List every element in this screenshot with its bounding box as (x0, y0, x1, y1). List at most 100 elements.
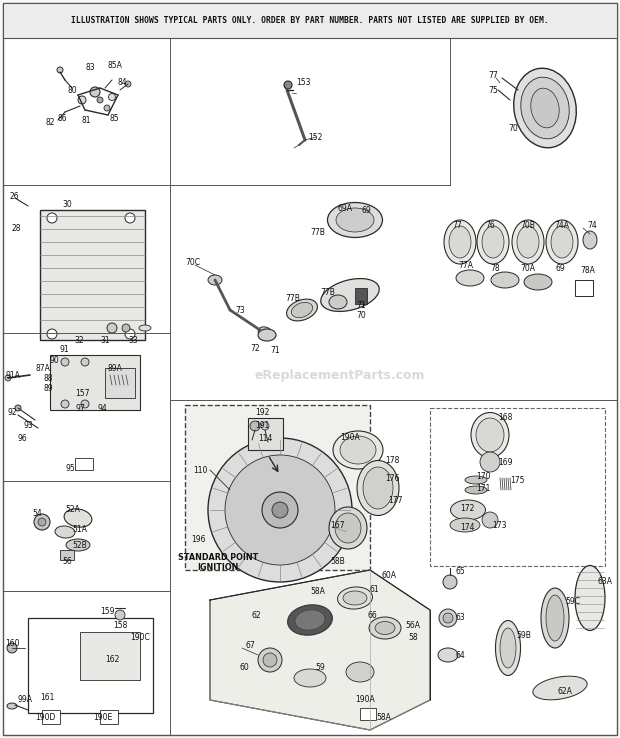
Ellipse shape (139, 325, 151, 331)
Circle shape (125, 213, 135, 223)
Bar (60, 550, 74, 560)
Text: 192: 192 (255, 407, 269, 416)
Text: 83: 83 (86, 63, 95, 72)
Circle shape (208, 438, 352, 582)
Text: 170: 170 (476, 472, 490, 480)
Circle shape (122, 324, 130, 332)
Text: 94: 94 (97, 404, 107, 413)
Text: 60: 60 (240, 663, 250, 672)
Text: 59B: 59B (516, 630, 531, 640)
Bar (575, 280, 593, 296)
Ellipse shape (294, 669, 326, 687)
Text: 190C: 190C (130, 633, 150, 643)
Circle shape (263, 653, 277, 667)
Circle shape (258, 648, 282, 672)
Text: 51A: 51A (72, 525, 87, 534)
Circle shape (38, 518, 46, 526)
Text: 77A: 77A (458, 261, 473, 269)
Ellipse shape (327, 202, 383, 238)
Ellipse shape (456, 270, 484, 286)
Text: 59C: 59C (565, 598, 580, 607)
Text: 31: 31 (100, 336, 110, 345)
Ellipse shape (357, 461, 399, 516)
Circle shape (61, 400, 69, 408)
Text: 70C: 70C (185, 258, 200, 266)
Circle shape (261, 422, 269, 430)
Text: 71: 71 (270, 345, 280, 354)
Bar (185, 405, 370, 570)
Ellipse shape (329, 295, 347, 309)
Text: 169: 169 (498, 458, 513, 466)
Bar (42, 710, 60, 724)
Polygon shape (210, 570, 430, 730)
Circle shape (47, 329, 57, 339)
Text: 26: 26 (9, 191, 19, 201)
Circle shape (7, 643, 17, 653)
Circle shape (81, 400, 89, 408)
Ellipse shape (517, 226, 539, 258)
Ellipse shape (512, 220, 544, 264)
Text: 63: 63 (455, 613, 465, 622)
Text: 63A: 63A (598, 578, 613, 587)
Text: 114: 114 (258, 433, 272, 443)
Text: 190D: 190D (35, 714, 55, 723)
Ellipse shape (471, 413, 509, 458)
Text: 91: 91 (59, 345, 69, 354)
Circle shape (104, 105, 110, 111)
Text: 74: 74 (587, 221, 596, 230)
Text: IGNITION: IGNITION (197, 564, 239, 573)
Ellipse shape (495, 621, 521, 675)
Text: 86: 86 (57, 114, 66, 123)
Ellipse shape (546, 220, 578, 264)
Ellipse shape (336, 208, 374, 232)
Bar (430, 408, 605, 566)
Text: 70: 70 (508, 123, 518, 133)
Bar (3, 3, 617, 38)
Ellipse shape (291, 303, 312, 317)
Text: 90: 90 (50, 356, 60, 365)
Circle shape (115, 610, 125, 620)
Text: 60A: 60A (382, 570, 397, 579)
Ellipse shape (444, 220, 476, 264)
Ellipse shape (258, 327, 272, 337)
Ellipse shape (337, 587, 373, 609)
Text: 69: 69 (556, 263, 565, 272)
Text: 32: 32 (74, 336, 84, 345)
Text: 71: 71 (356, 300, 366, 309)
Text: 158: 158 (113, 621, 127, 630)
Text: 58B: 58B (330, 557, 345, 567)
Text: 89A: 89A (108, 364, 123, 373)
Text: 190A: 190A (355, 695, 374, 705)
Circle shape (262, 492, 298, 528)
Text: 175: 175 (510, 475, 525, 485)
Text: 77B: 77B (320, 288, 335, 297)
Text: 67: 67 (245, 641, 255, 649)
Ellipse shape (491, 272, 519, 288)
Text: 52A: 52A (65, 506, 80, 514)
Bar (360, 708, 376, 720)
Circle shape (90, 87, 100, 97)
Ellipse shape (335, 513, 361, 543)
Ellipse shape (321, 278, 379, 311)
Circle shape (81, 358, 89, 366)
Ellipse shape (551, 226, 573, 258)
Text: 81: 81 (82, 116, 92, 125)
Circle shape (482, 512, 498, 528)
Ellipse shape (288, 605, 332, 635)
Circle shape (61, 358, 69, 366)
Circle shape (284, 81, 292, 89)
Text: 152: 152 (308, 133, 322, 142)
Ellipse shape (541, 588, 569, 648)
Ellipse shape (343, 591, 367, 605)
Text: 61: 61 (370, 585, 379, 595)
Ellipse shape (575, 565, 605, 630)
Text: 77B: 77B (285, 294, 300, 303)
Text: 77B: 77B (310, 227, 325, 236)
Ellipse shape (524, 274, 552, 290)
Text: 95: 95 (66, 463, 76, 472)
Text: 62A: 62A (558, 688, 573, 697)
Ellipse shape (451, 500, 485, 520)
Text: 91A: 91A (5, 370, 20, 379)
Text: 76: 76 (485, 221, 495, 230)
Ellipse shape (258, 329, 276, 341)
